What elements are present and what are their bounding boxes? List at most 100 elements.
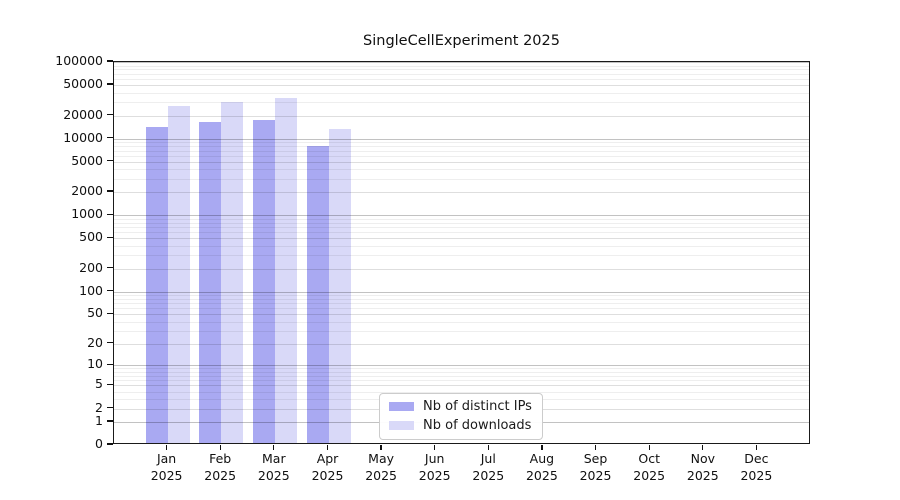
gridline-major bbox=[114, 365, 809, 367]
gridline-minor bbox=[114, 227, 809, 228]
y-tick-label: 10 bbox=[87, 356, 103, 372]
gridline-minor bbox=[114, 65, 809, 67]
gridline-major bbox=[114, 215, 809, 217]
bars-layer bbox=[114, 62, 809, 443]
x-tick-mark bbox=[380, 445, 382, 450]
grid-layer bbox=[114, 62, 809, 443]
legend: Nb of distinct IPs Nb of downloads bbox=[379, 393, 543, 440]
legend-item-downloads: Nb of downloads bbox=[389, 418, 533, 433]
gridline-minor bbox=[114, 294, 809, 296]
gridline-major bbox=[114, 238, 809, 240]
chart-title: SingleCellExperiment 2025 bbox=[363, 33, 560, 49]
x-tick-mark bbox=[165, 445, 168, 450]
bar-downloads-jan bbox=[167, 105, 190, 443]
gridline-minor bbox=[114, 308, 809, 310]
y-tick-label: 10000 bbox=[63, 129, 103, 145]
gridline-minor bbox=[114, 391, 809, 393]
x-tick-label-nov: Nov 2025 bbox=[686, 451, 719, 483]
gridline-minor bbox=[114, 150, 809, 152]
y-tick-mark bbox=[107, 420, 113, 422]
gridline-minor bbox=[114, 155, 809, 157]
gridline-minor bbox=[114, 142, 809, 144]
gridline-major bbox=[114, 115, 809, 117]
gridline-major bbox=[114, 161, 809, 163]
bar-distinct-ips-feb bbox=[199, 122, 222, 443]
x-tick-label-oct: Oct 2025 bbox=[633, 451, 666, 483]
y-tick-label: 5 bbox=[95, 376, 103, 392]
y-tick-mark bbox=[107, 190, 113, 192]
y-tick-label: 100000 bbox=[55, 53, 103, 68]
y-tick-label: 20000 bbox=[63, 106, 103, 122]
legend-swatch-downloads bbox=[389, 421, 414, 430]
y-tick-mark bbox=[107, 236, 113, 238]
legend-swatch-distinct-ips bbox=[389, 402, 414, 411]
y-tick-label: 20 bbox=[87, 334, 103, 350]
y-tick-label: 100 bbox=[79, 282, 103, 298]
y-tick-mark bbox=[107, 289, 113, 292]
y-tick-label: 1000 bbox=[71, 206, 103, 222]
y-tick-mark bbox=[107, 83, 113, 85]
legend-label-downloads: Nb of downloads bbox=[423, 418, 532, 433]
gridline-minor bbox=[114, 222, 809, 224]
x-tick-label-jul: Jul 2025 bbox=[472, 451, 505, 483]
bar-downloads-feb bbox=[221, 102, 244, 443]
y-tick-mark bbox=[107, 312, 113, 314]
x-tick-label-jun: Jun 2025 bbox=[418, 451, 451, 483]
bar-distinct-ips-apr bbox=[306, 145, 329, 443]
y-tick-label: 5000 bbox=[71, 152, 103, 168]
x-tick-label-jan: Jan 2025 bbox=[150, 451, 183, 483]
y-tick-mark bbox=[107, 213, 113, 215]
plot-area: Nb of distinct IPs Nb of downloads bbox=[113, 61, 810, 444]
gridline-major bbox=[114, 314, 809, 316]
x-tick-label-may: May 2025 bbox=[365, 451, 397, 483]
gridline-minor bbox=[114, 321, 809, 323]
y-tick-mark bbox=[107, 113, 113, 116]
gridline-major bbox=[114, 138, 809, 140]
legend-label-distinct-ips: Nb of distinct IPs bbox=[423, 399, 532, 414]
x-tick-label-aug: Aug 2025 bbox=[525, 451, 558, 483]
x-tick-mark bbox=[648, 445, 650, 450]
x-tick-mark bbox=[434, 445, 436, 450]
y-tick-label: 50000 bbox=[63, 76, 103, 92]
y-tick-label: 50 bbox=[87, 305, 103, 321]
y-tick-label: 1 bbox=[95, 412, 103, 428]
y-tick-mark bbox=[107, 60, 113, 62]
y-tick-mark bbox=[107, 160, 113, 162]
gridline-minor bbox=[114, 232, 809, 234]
gridline-major bbox=[114, 268, 809, 270]
y-tick-mark bbox=[107, 266, 113, 269]
y-tick-label: 200 bbox=[79, 259, 103, 275]
gridline-minor bbox=[114, 298, 809, 300]
y-tick-label: 500 bbox=[79, 229, 103, 245]
bar-distinct-ips-jan bbox=[145, 127, 168, 443]
gridline-minor bbox=[114, 92, 809, 94]
x-tick-mark bbox=[702, 445, 704, 450]
legend-item-distinct-ips: Nb of distinct IPs bbox=[389, 399, 533, 414]
x-tick-mark bbox=[273, 445, 275, 450]
y-tick-label: 2 bbox=[95, 399, 103, 415]
gridline-minor bbox=[114, 73, 809, 75]
y-tick-mark bbox=[107, 383, 113, 386]
x-tick-mark bbox=[326, 445, 329, 450]
gridline-minor bbox=[114, 218, 809, 220]
x-tick-mark bbox=[594, 445, 597, 450]
y-tick-mark bbox=[107, 406, 113, 409]
gridline-minor bbox=[114, 303, 809, 305]
gridline-major bbox=[114, 343, 809, 345]
gridline-minor bbox=[114, 380, 809, 382]
x-tick-label-dec: Dec 2025 bbox=[740, 451, 773, 483]
gridline-major bbox=[114, 85, 809, 87]
gridline-minor bbox=[114, 368, 809, 370]
y-tick-mark bbox=[107, 136, 113, 139]
x-tick-mark bbox=[487, 445, 489, 450]
bar-downloads-apr bbox=[328, 129, 351, 443]
gridline-minor bbox=[114, 371, 809, 373]
gridline-major bbox=[114, 192, 809, 194]
x-tick-label-sep: Sep 2025 bbox=[579, 451, 612, 483]
gridline-minor bbox=[114, 255, 809, 257]
x-tick-label-apr: Apr 2025 bbox=[311, 451, 344, 483]
y-tick-label: 0 bbox=[95, 436, 103, 451]
gridline-minor bbox=[114, 146, 809, 147]
gridline-major bbox=[114, 62, 809, 63]
